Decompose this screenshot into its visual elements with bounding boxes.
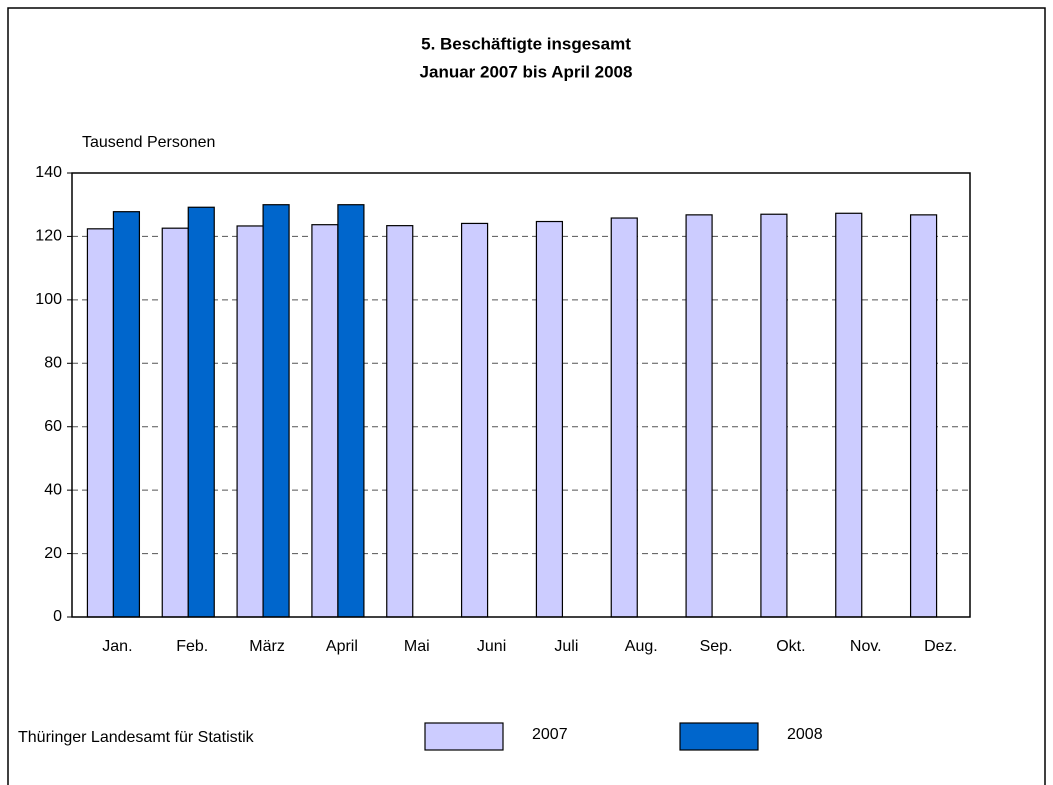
bar: [311, 224, 339, 618]
y-tick-label: 60: [44, 418, 62, 435]
plot-border: [71, 172, 971, 618]
x-tick-label: Juni: [477, 638, 506, 655]
bar: [460, 222, 489, 618]
y-tick-label: 80: [44, 355, 62, 372]
chart-title: 5. Beschäftigte insgesamt: [421, 34, 631, 53]
x-tick-label: Mai: [404, 638, 430, 655]
x-tick-label: Sep.: [700, 638, 733, 655]
x-tick-label: Nov.: [850, 638, 882, 655]
bar: [535, 220, 564, 618]
y-tick-label: 140: [35, 164, 62, 181]
bar: [337, 204, 365, 618]
x-tick-label: Okt.: [776, 638, 805, 655]
frame: [7, 7, 1046, 785]
x-tick-label: Feb.: [176, 638, 208, 655]
y-axis-label: Tausend Personen: [82, 134, 215, 151]
bar: [112, 211, 141, 618]
bar: [685, 214, 713, 618]
x-tick-label: März: [249, 638, 285, 655]
bar: [909, 214, 938, 618]
chart-subtitle: Januar 2007 bis April 2008: [420, 62, 633, 81]
x-tick-label: Aug.: [625, 638, 658, 655]
bar: [760, 213, 788, 618]
bar: [86, 228, 115, 618]
y-tick-label: 120: [35, 228, 62, 245]
bar: [262, 204, 290, 618]
bar: [386, 225, 414, 618]
legend-label: 2008: [787, 726, 823, 743]
y-tick-label: 0: [53, 608, 62, 625]
bar: [835, 212, 863, 618]
source: Thüringer Landesamt für Statistik: [18, 729, 255, 746]
x-tick-label: Dez.: [924, 638, 957, 655]
bar: [610, 217, 638, 618]
bar: [161, 227, 189, 618]
legend-swatch: [424, 722, 504, 751]
legend-label: 2007: [532, 726, 568, 743]
x-tick-label: Jan.: [102, 638, 132, 655]
x-tick-label: Juli: [554, 638, 578, 655]
y-tick-label: 40: [44, 481, 62, 498]
x-tick-label: April: [326, 638, 358, 655]
y-tick-label: 100: [35, 291, 62, 308]
bar: [236, 225, 264, 618]
y-tick-label: 20: [44, 545, 62, 562]
legend-swatch: [679, 722, 759, 751]
bar: [187, 206, 215, 618]
